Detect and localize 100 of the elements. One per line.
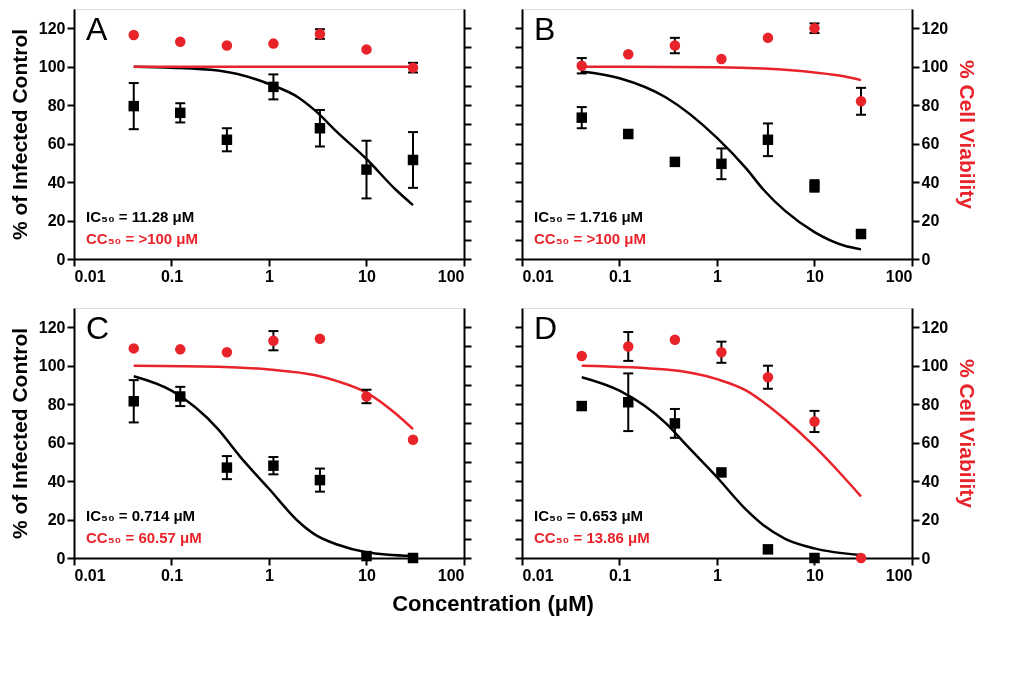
point [128, 343, 139, 354]
y-axis-title: % of Infected Control [7, 28, 31, 241]
x-tick-label: 0.1 [608, 267, 632, 285]
x-tick-label: 10 [358, 267, 376, 285]
y-tick-label: 40 [47, 472, 66, 490]
x-tick-label: 100 [437, 267, 465, 285]
point [361, 44, 372, 55]
point [809, 552, 820, 564]
point [268, 460, 279, 471]
x-tick-label: 0.01 [74, 566, 106, 584]
point [669, 40, 681, 51]
y-tick-label: 20 [47, 511, 66, 529]
x-tick-label: 1 [713, 267, 723, 285]
y2-axis-title: % Cell Viability [956, 60, 980, 210]
point [175, 36, 186, 47]
y-tick-label: 40 [47, 173, 66, 191]
point [175, 391, 186, 402]
point [221, 40, 233, 51]
point [268, 38, 279, 49]
point [855, 96, 867, 107]
y-tick-label: 0 [56, 549, 66, 567]
y2-tick-label: 0 [921, 549, 931, 567]
y2-tick-label: 80 [921, 96, 940, 114]
point [407, 434, 419, 445]
point [669, 418, 681, 429]
x-tick-label: 10 [358, 566, 376, 584]
y2-tick-label: 60 [921, 434, 940, 452]
x-tick-label: 0.1 [608, 566, 632, 584]
point [576, 60, 587, 71]
y-tick-label: 120 [38, 19, 66, 37]
point [623, 48, 634, 60]
point [221, 347, 233, 358]
point [762, 372, 774, 383]
chart-title: B [534, 11, 556, 47]
y-tick-label: 120 [38, 318, 66, 336]
annotation: CC₅₀ = >100 μM [86, 230, 199, 247]
chart-title: D [534, 310, 558, 346]
annotation: CC₅₀ = 13.86 μM [534, 529, 650, 546]
point [175, 107, 186, 119]
point [314, 333, 326, 344]
y2-tick-label: 0 [921, 250, 931, 268]
y2-tick-label: 120 [921, 19, 949, 37]
point [407, 552, 419, 564]
y-axis-title: % of Infected Control [7, 327, 31, 540]
y2-tick-label: 100 [921, 58, 949, 76]
y-tick-label: 60 [47, 135, 66, 153]
y2-tick-label: 100 [921, 357, 949, 375]
point [128, 29, 139, 41]
point [175, 344, 186, 355]
point [314, 122, 326, 134]
point [855, 552, 867, 564]
x-tick-label: 0.01 [522, 566, 554, 584]
point [716, 347, 727, 358]
x-tick-label: 0.1 [160, 267, 184, 285]
point [268, 335, 279, 346]
x-tick-label: 100 [885, 267, 913, 285]
point [855, 228, 867, 240]
point [576, 400, 587, 412]
y2-tick-label: 20 [921, 511, 940, 529]
point [716, 158, 727, 170]
annotation: IC₅₀ = 0.714 μM [86, 507, 196, 524]
y2-tick-label: 120 [921, 318, 949, 336]
point [128, 100, 139, 112]
x-tick-label: 10 [806, 267, 824, 285]
point [221, 134, 233, 146]
y-tick-label: 100 [38, 357, 66, 375]
y2-tick-label: 40 [921, 472, 940, 490]
point [576, 350, 587, 362]
x-tick-label: 0.1 [160, 566, 184, 584]
point [361, 164, 372, 175]
chart-title: A [86, 11, 108, 47]
point [762, 32, 774, 44]
point [407, 154, 419, 166]
annotation: CC₅₀ = 60.57 μM [86, 529, 202, 546]
point [716, 53, 727, 65]
annotation: IC₅₀ = 1.716 μM [534, 208, 644, 225]
y2-tick-label: 20 [921, 212, 940, 230]
x-tick-label: 1 [265, 566, 275, 584]
point [268, 81, 279, 93]
x-axis-title: Concentration (μM) [392, 590, 594, 616]
y-tick-label: 20 [47, 212, 66, 230]
y2-tick-label: 40 [921, 173, 940, 191]
y-tick-label: 80 [47, 96, 66, 114]
point [128, 396, 139, 407]
x-tick-label: 0.01 [74, 267, 106, 285]
annotation: IC₅₀ = 0.653 μM [534, 507, 644, 524]
point [809, 416, 820, 427]
point [762, 544, 774, 555]
point [576, 112, 587, 123]
y-tick-label: 100 [38, 58, 66, 76]
point [716, 467, 727, 478]
x-tick-label: 0.01 [522, 267, 554, 285]
point [314, 474, 326, 486]
x-tick-label: 100 [437, 566, 465, 584]
point [623, 128, 634, 140]
point [762, 134, 774, 146]
point [623, 396, 634, 408]
point [669, 156, 681, 168]
x-tick-label: 1 [265, 267, 275, 285]
point [361, 550, 372, 562]
